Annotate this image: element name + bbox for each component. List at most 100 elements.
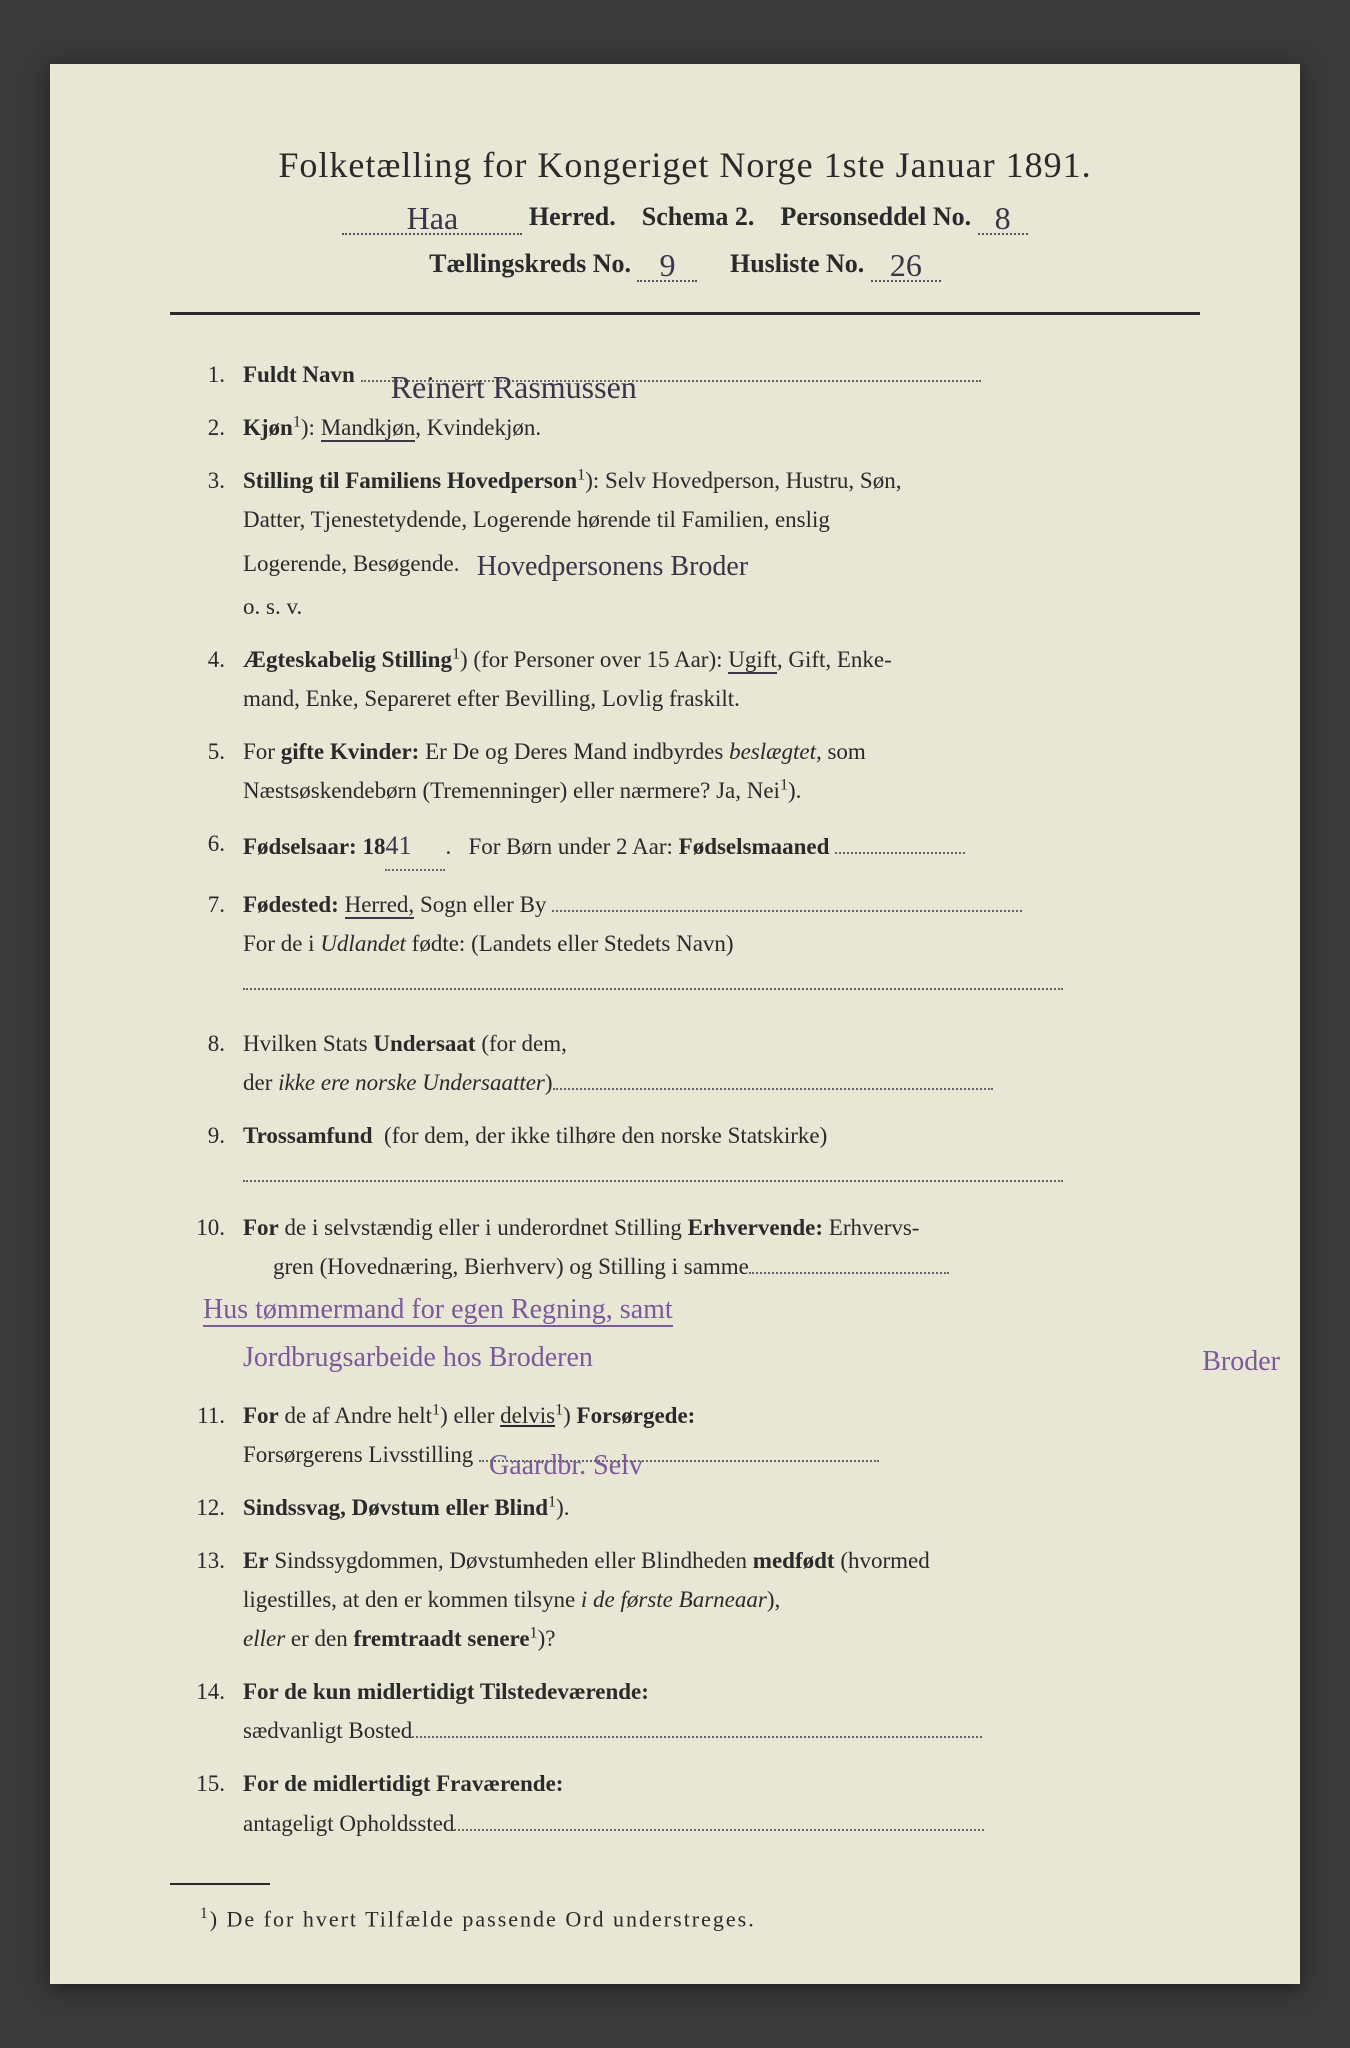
field-text: der bbox=[243, 1070, 272, 1095]
margin-note: Broder bbox=[1202, 1338, 1280, 1386]
husliste-value: 26 bbox=[890, 247, 922, 283]
field-label: Forsørgede: bbox=[577, 1403, 696, 1428]
superscript: 1 bbox=[293, 413, 301, 430]
field-13: 13. Er Sindssygdommen, Døvstumheden elle… bbox=[170, 1541, 1200, 1658]
superscript: 1 bbox=[555, 1401, 563, 1418]
name-value: Reinert Rasmussen bbox=[391, 360, 637, 414]
field-label: Fuldt Navn bbox=[243, 362, 355, 387]
field-label: Er bbox=[243, 1548, 269, 1573]
field-4: 4. Ægteskabelig Stilling1) (for Personer… bbox=[170, 640, 1200, 718]
superscript: 1 bbox=[780, 777, 788, 794]
field-num: 11. bbox=[170, 1396, 243, 1435]
field-text: som bbox=[827, 739, 865, 764]
field-num: 8. bbox=[170, 1024, 243, 1063]
header-divider bbox=[170, 312, 1200, 315]
field-label: Stilling til Familiens Hovedperson bbox=[243, 468, 577, 493]
field-num: 10. bbox=[170, 1208, 243, 1247]
field-7: 7. Fødested: Herred, Sogn eller By For d… bbox=[170, 885, 1200, 1002]
field-num: 5. bbox=[170, 732, 243, 771]
year-prefix: 18 bbox=[362, 834, 385, 859]
field-italic: ikke ere norske Undersaatter bbox=[278, 1070, 545, 1095]
year-value: 41 bbox=[385, 831, 411, 860]
field-italic: beslægtet, bbox=[729, 739, 822, 764]
field-text: Er De og Deres Mand indbyrdes bbox=[425, 739, 723, 764]
field-num: 3. bbox=[170, 461, 243, 500]
field-3: 3. Stilling til Familiens Hovedperson1):… bbox=[170, 461, 1200, 626]
field-text: er den bbox=[291, 1626, 348, 1651]
field-label: Fødselsaar: bbox=[243, 834, 357, 859]
field-label: For de midlertidigt Fraværende: bbox=[243, 1771, 563, 1796]
field-8: 8. Hvilken Stats Undersaat (for dem, der… bbox=[170, 1024, 1200, 1102]
kreds-label: Tællingskreds No. bbox=[429, 249, 631, 278]
field-text: Logerende, Besøgende. bbox=[243, 551, 460, 576]
field-text: (for dem, der ikke tilhøre den norske St… bbox=[384, 1123, 827, 1148]
field-italic: Udlandet bbox=[320, 931, 406, 956]
field-text: (for dem, bbox=[481, 1031, 567, 1056]
field-5: 5. For gifte Kvinder: Er De og Deres Man… bbox=[170, 732, 1200, 810]
kreds-row: Tællingskreds No. 9 Husliste No. 26 bbox=[170, 243, 1200, 282]
herred-value: Haa bbox=[407, 200, 459, 236]
footnote-sup: 1 bbox=[200, 1905, 210, 1922]
field-text: de i selvstændig eller i underordnet Sti… bbox=[285, 1215, 682, 1240]
footnote-text: De for hvert Tilfælde passende Ord under… bbox=[227, 1906, 756, 1931]
field-text: sædvanligt Bosted bbox=[243, 1718, 412, 1743]
field-num: 12. bbox=[170, 1488, 243, 1527]
field-text: For Børn under 2 Aar: bbox=[468, 834, 672, 859]
page-title: Folketælling for Kongeriget Norge 1ste J… bbox=[170, 144, 1200, 186]
footnote: 1) De for hvert Tilfælde passende Ord un… bbox=[170, 1905, 1200, 1932]
superscript: 1 bbox=[452, 645, 460, 662]
field-9: 9. Trossamfund (for dem, der ikke tilhør… bbox=[170, 1116, 1200, 1194]
field-text: Forsørgerens Livsstilling bbox=[243, 1442, 473, 1467]
field-label: Ægteskabelig Stilling bbox=[243, 647, 452, 672]
field-12: 12. Sindssvag, Døvstum eller Blind1). bbox=[170, 1488, 1200, 1527]
underlined-option: Herred, bbox=[345, 892, 415, 919]
underlined-option: Mandkjøn bbox=[321, 415, 416, 442]
occupation-value-1: Hus tømmermand for egen Regning, samt bbox=[203, 1294, 673, 1327]
field-label: Fødselsmaaned bbox=[679, 834, 830, 859]
field-text: eller bbox=[454, 1403, 495, 1428]
footnote-divider bbox=[170, 1883, 270, 1885]
field-label: For bbox=[243, 1215, 279, 1240]
field-text: Næstsøskendebørn (Tremenninger) eller næ… bbox=[243, 778, 780, 803]
personseddel-label: Personseddel No. bbox=[780, 202, 971, 231]
field-text: fødte: (Landets eller Stedets Navn) bbox=[412, 931, 734, 956]
field-text: Datter, Tjenestetydende, Logerende høren… bbox=[243, 507, 830, 532]
field-label: Trossamfund bbox=[243, 1123, 373, 1148]
field-6: 6. Fødselsaar: 1841. For Børn under 2 Aa… bbox=[170, 824, 1200, 870]
field-text: de af Andre helt bbox=[285, 1403, 433, 1428]
field-text: Selv Hovedperson, Hustru, Søn, bbox=[605, 468, 901, 493]
herred-label: Herred. bbox=[529, 202, 616, 231]
field-text: For de i bbox=[243, 931, 315, 956]
herred-row: Haa Herred. Schema 2. Personseddel No. 8 bbox=[170, 196, 1200, 235]
field-end: ). bbox=[556, 1495, 569, 1520]
field-num: 2. bbox=[170, 408, 243, 447]
field-text: (hvormed bbox=[840, 1548, 929, 1573]
field-label: medfødt bbox=[753, 1548, 835, 1573]
field-label: For bbox=[243, 1403, 279, 1428]
superscript: 1 bbox=[548, 1493, 556, 1510]
field-label: Erhvervende: bbox=[688, 1215, 823, 1240]
relation-value: Hovedpersonens Broder bbox=[477, 551, 748, 582]
field-14: 14. For de kun midlertidigt Tilstedevære… bbox=[170, 1672, 1200, 1750]
field-num: 14. bbox=[170, 1672, 243, 1711]
field-text: Hvilken Stats bbox=[243, 1031, 368, 1056]
field-italic: eller bbox=[243, 1626, 285, 1651]
field-label: Undersaat bbox=[373, 1031, 475, 1056]
field-paren: (for Personer over 15 Aar): bbox=[473, 647, 722, 672]
field-end: ). bbox=[788, 778, 801, 803]
field-label: Fødested: bbox=[243, 892, 339, 917]
field-num: 13. bbox=[170, 1541, 243, 1580]
field-1: 1. Fuldt Navn Reinert Rasmussen bbox=[170, 355, 1200, 394]
field-text: Sogn eller By bbox=[420, 892, 547, 917]
field-num: 1. bbox=[170, 355, 243, 394]
field-10: 10. For de i selvstændig eller i underor… bbox=[170, 1208, 1200, 1381]
field-text: ligestilles, at den er kommen tilsyne bbox=[243, 1587, 575, 1612]
schema-label: Schema 2. bbox=[642, 202, 755, 231]
field-num: 7. bbox=[170, 885, 243, 924]
field-text: antageligt Opholdssted bbox=[243, 1811, 454, 1836]
field-11: 11. For de af Andre helt1) eller delvis1… bbox=[170, 1396, 1200, 1474]
field-15: 15. For de midlertidigt Fraværende: anta… bbox=[170, 1764, 1200, 1842]
field-list: 1. Fuldt Navn Reinert Rasmussen 2. Kjøn1… bbox=[170, 355, 1200, 1843]
field-text: o. s. v. bbox=[243, 594, 302, 619]
kreds-value: 9 bbox=[659, 247, 675, 283]
